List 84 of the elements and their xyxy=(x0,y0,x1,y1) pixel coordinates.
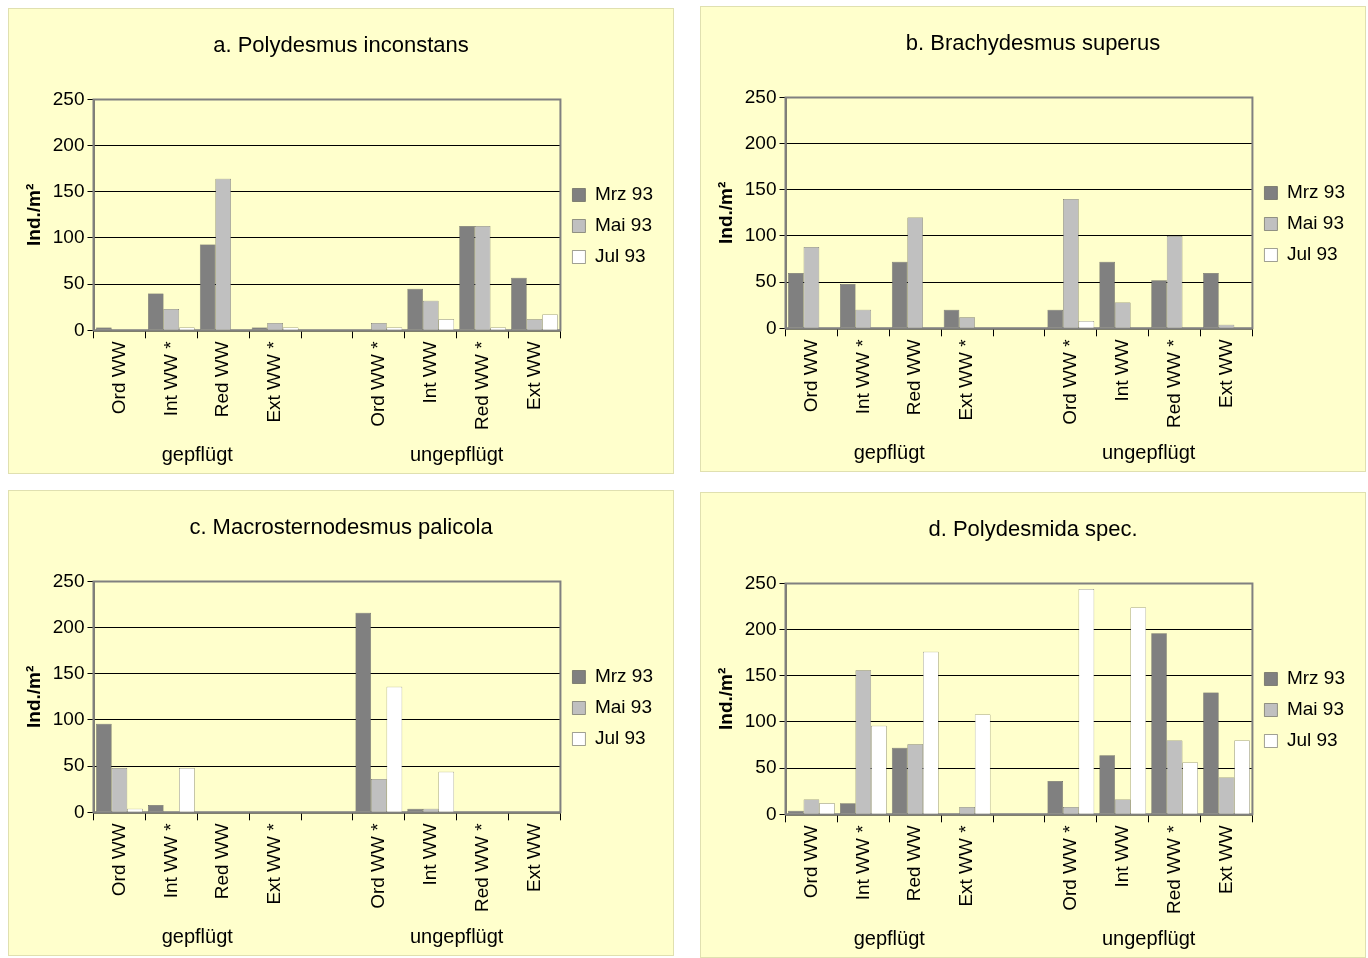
x-tick-label: Ext WW * xyxy=(263,822,285,905)
legend-label: Jul 93 xyxy=(594,245,646,267)
y-tick-label: 50 xyxy=(63,754,85,776)
y-tick-label: 0 xyxy=(73,318,85,340)
y-tick-label: 50 xyxy=(63,272,85,294)
x-tick-label: Ord WW xyxy=(799,339,821,413)
legend-label: Mai 93 xyxy=(594,696,652,718)
text: gepflügt xyxy=(161,924,234,947)
y-tick-label: 100 xyxy=(744,710,777,732)
legend-label: Mrz 93 xyxy=(594,183,654,205)
y-tick-label: 100 xyxy=(744,224,777,246)
x-tick-label: Int WW * xyxy=(851,338,873,415)
x-tick-label: Int WW xyxy=(418,823,440,886)
y-tick-label: 100 xyxy=(52,226,85,248)
y-axis-title: Ind./m² xyxy=(22,183,44,246)
x-tick-label: Int WW xyxy=(1110,339,1132,402)
x-tick-label: Red WW * xyxy=(1162,824,1184,915)
x-tick-label: Ord WW * xyxy=(367,340,389,427)
chart-title: b. Brachydesmus superus xyxy=(905,30,1161,56)
y-tick-label: 200 xyxy=(52,133,85,155)
y-axis-title: Ind./m² xyxy=(714,181,736,244)
y-tick-label: 200 xyxy=(744,617,777,639)
x-tick-label: Red WW * xyxy=(470,822,492,913)
text: gepflügt xyxy=(161,442,234,465)
y-axis-title: Ind./m² xyxy=(714,667,736,730)
x-tick-label: Red WW xyxy=(903,825,925,902)
x-tick-label: Ext WW xyxy=(1214,825,1236,894)
x-tick-label: Int WW * xyxy=(851,824,873,901)
x-tick-label: Ord WW xyxy=(799,825,821,899)
y-tick-label: 200 xyxy=(52,615,85,637)
x-tick-label: Ext WW xyxy=(522,341,544,410)
x-tick-label: Red WW xyxy=(903,339,925,416)
text: ungepflügt xyxy=(409,442,504,465)
y-tick-label: 250 xyxy=(744,571,777,593)
y-tick-label: 250 xyxy=(52,569,85,591)
legend-label: Mai 93 xyxy=(1286,212,1344,234)
x-tick-label: Int WW * xyxy=(159,340,181,417)
text: ungepflügt xyxy=(1101,440,1196,463)
x-tick-label: Red WW * xyxy=(470,340,492,431)
y-tick-label: 0 xyxy=(765,802,777,824)
y-tick-label: 50 xyxy=(755,756,777,778)
text: gepflügt xyxy=(853,440,926,463)
chart-title: a. Polydesmus inconstans xyxy=(213,32,469,58)
legend-label: Mrz 93 xyxy=(1286,667,1346,689)
x-tick-label: Ord WW * xyxy=(1059,824,1081,911)
x-tick-label: Int WW xyxy=(418,341,440,404)
chart-title: c. Macrosternodesmus palicola xyxy=(189,514,494,540)
y-axis-title: Ind./m² xyxy=(22,665,44,728)
x-tick-label: Red WW * xyxy=(1162,338,1184,429)
x-tick-label: Ord WW * xyxy=(1059,338,1081,425)
x-tick-label: Red WW xyxy=(211,823,233,900)
x-tick-label: Ord WW xyxy=(107,341,129,415)
y-tick-label: 100 xyxy=(52,708,85,730)
x-tick-label: Ord WW xyxy=(107,823,129,897)
text: gepflügt xyxy=(853,926,926,949)
legend-label: Jul 93 xyxy=(1286,729,1338,751)
y-tick-label: 150 xyxy=(744,178,777,200)
legend-label: Jul 93 xyxy=(1286,243,1338,265)
x-tick-label: Int WW * xyxy=(159,822,181,899)
legend-label: Mai 93 xyxy=(1286,698,1344,720)
y-tick-label: 0 xyxy=(765,316,777,338)
x-tick-label: Ext WW xyxy=(522,823,544,892)
y-tick-label: 200 xyxy=(744,131,777,153)
chart-title: d. Polydesmida spec. xyxy=(928,516,1138,542)
legend-label: Mrz 93 xyxy=(1286,181,1346,203)
y-tick-label: 150 xyxy=(52,662,85,684)
legend-label: Mai 93 xyxy=(594,214,652,236)
text: ungepflügt xyxy=(1101,926,1196,949)
x-tick-label: Red WW xyxy=(211,341,233,418)
x-tick-label: Ord WW * xyxy=(367,822,389,909)
y-tick-label: 150 xyxy=(744,664,777,686)
x-tick-label: Ext WW * xyxy=(263,340,285,423)
y-tick-label: 150 xyxy=(52,180,85,202)
x-tick-label: Ext WW * xyxy=(955,338,977,421)
text: ungepflügt xyxy=(409,924,504,947)
x-tick-label: Int WW xyxy=(1110,825,1132,888)
y-tick-label: 50 xyxy=(755,270,777,292)
legend-label: Jul 93 xyxy=(594,727,646,749)
y-tick-label: 250 xyxy=(744,85,777,107)
legend-label: Mrz 93 xyxy=(594,665,654,687)
y-tick-label: 0 xyxy=(73,800,85,822)
y-tick-label: 250 xyxy=(52,87,85,109)
x-tick-label: Ext WW xyxy=(1214,339,1236,408)
x-tick-label: Ext WW * xyxy=(955,824,977,907)
